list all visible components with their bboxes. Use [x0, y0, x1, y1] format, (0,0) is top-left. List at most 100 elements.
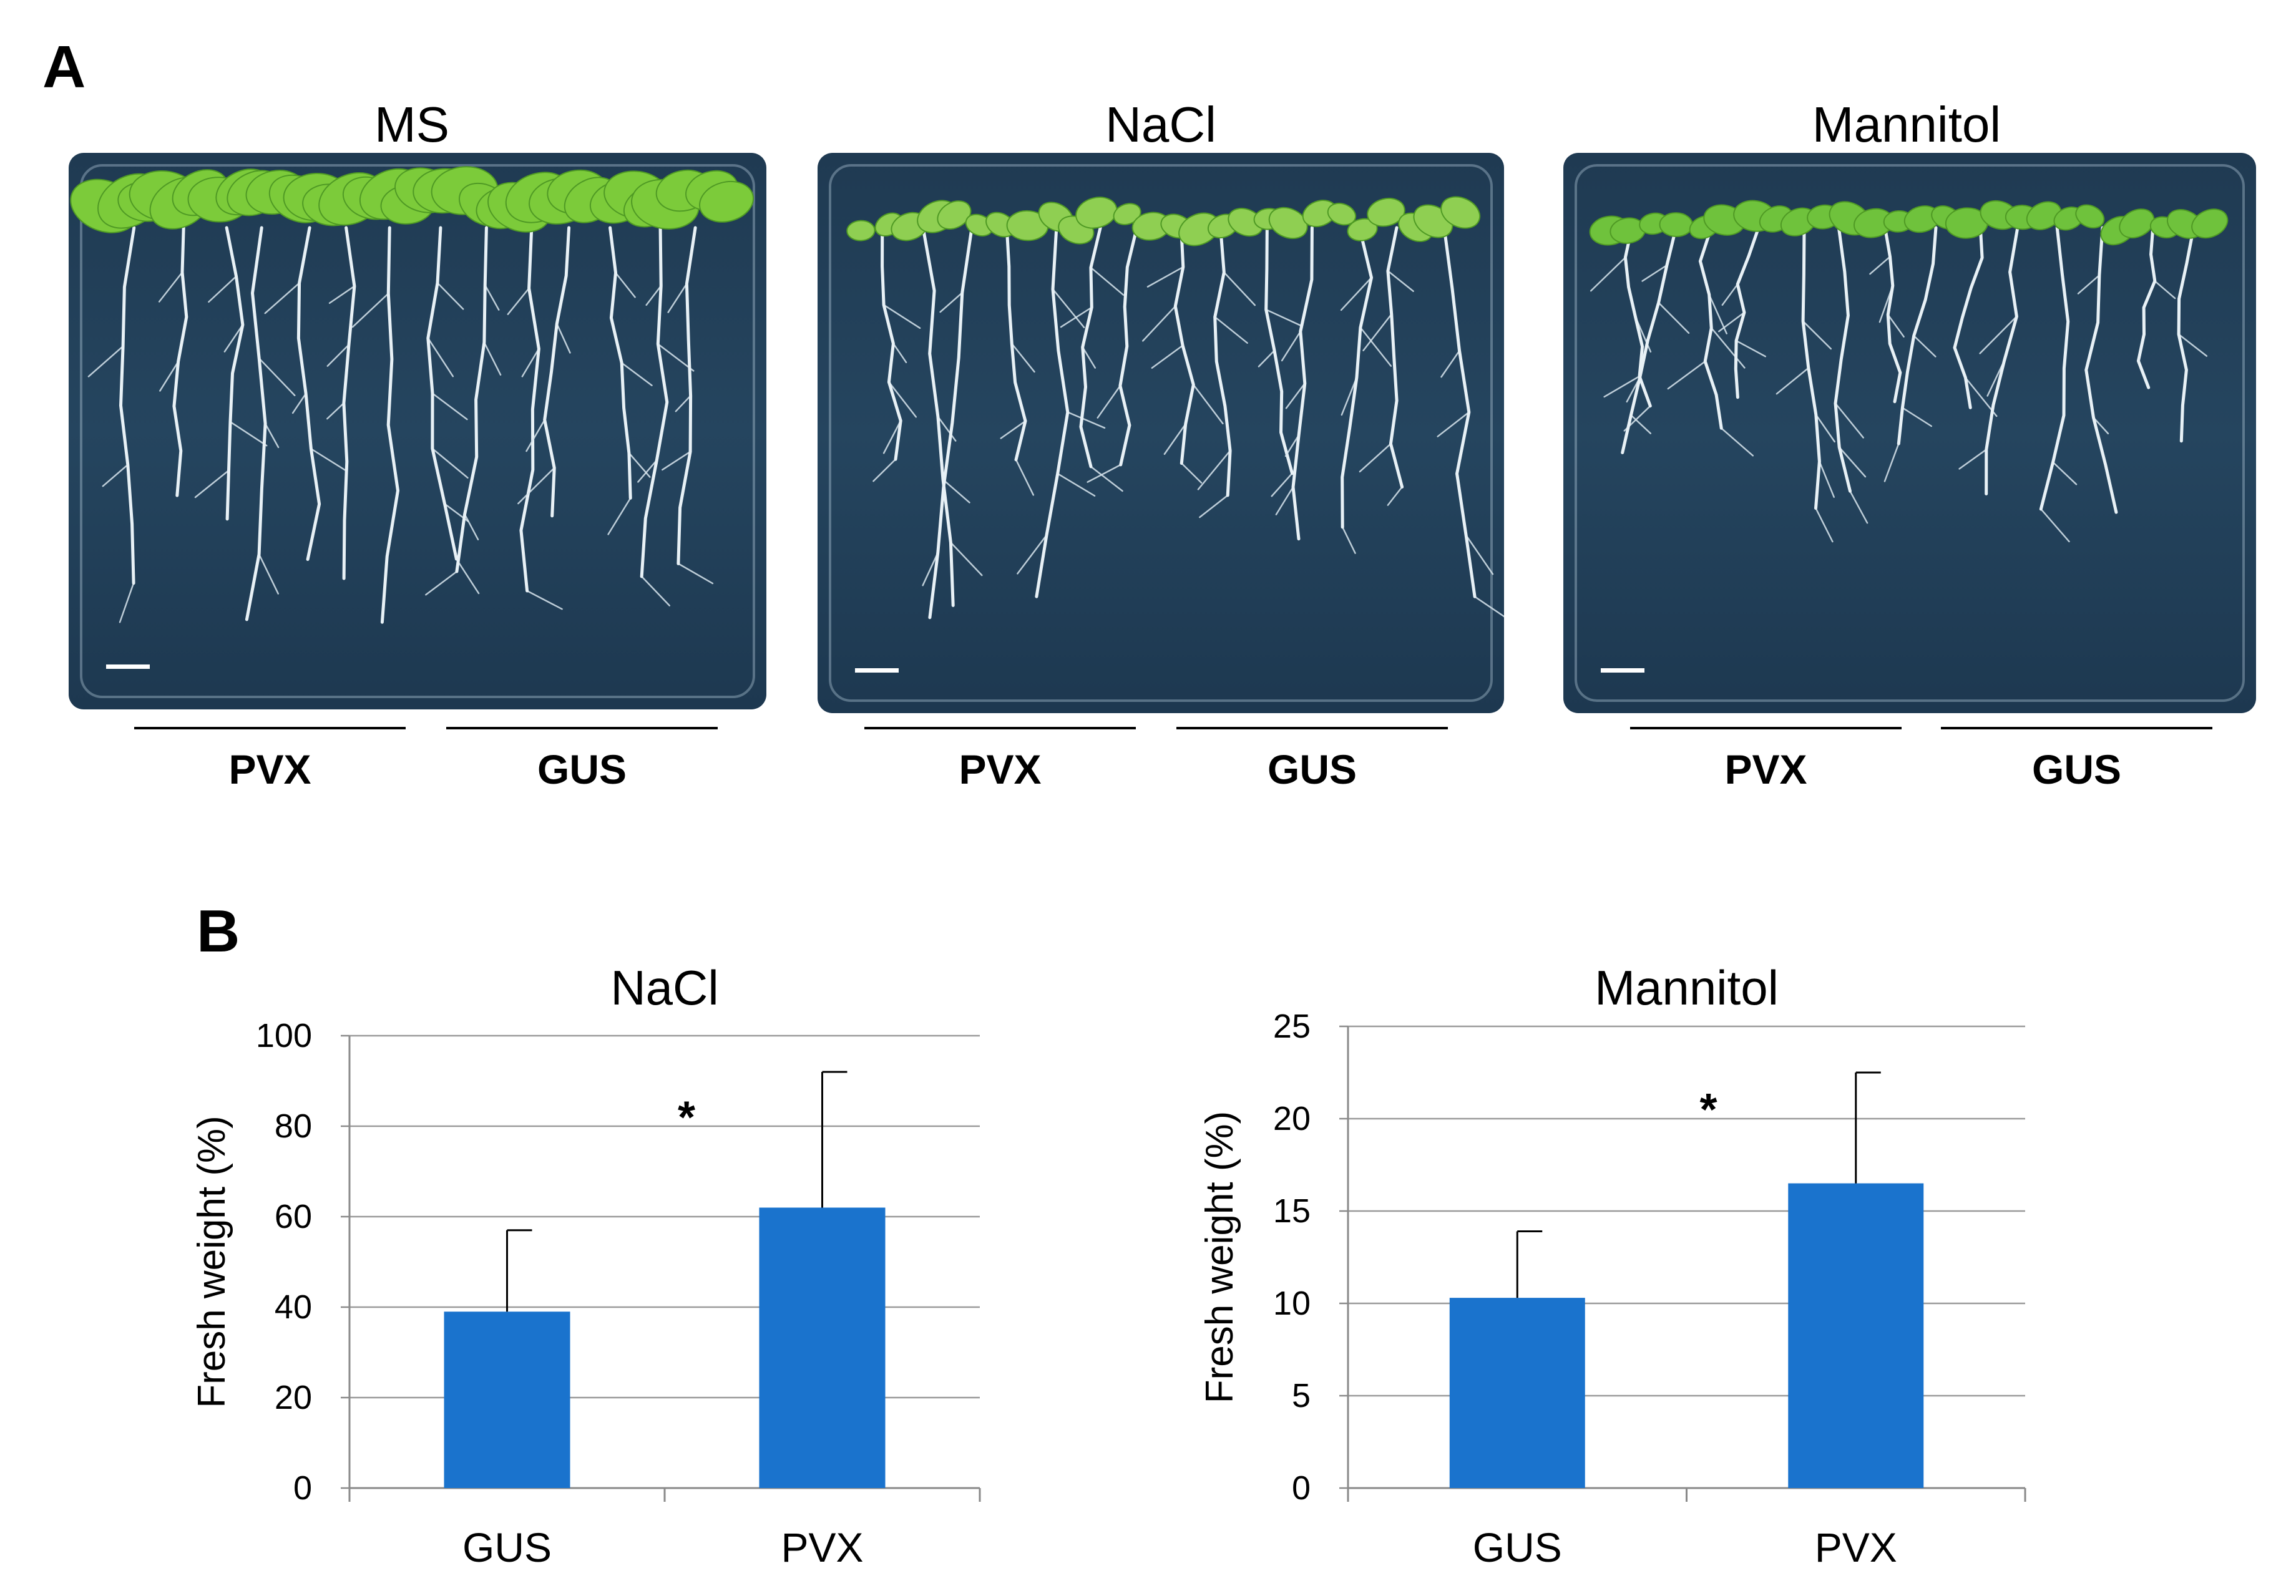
y-tick-label: 0 — [1292, 1469, 1311, 1507]
lateral-root — [1815, 507, 1834, 543]
genotype-label-gus-mannitol: GUS — [2031, 746, 2122, 792]
lateral-root — [119, 582, 135, 623]
lateral-root — [507, 287, 530, 315]
lateral-root — [1958, 449, 1988, 470]
lateral-root — [1718, 311, 1746, 333]
chart-title: Mannitol — [1595, 960, 1779, 1015]
primary-root — [1883, 226, 1902, 404]
x-category-label: PVX — [781, 1524, 863, 1570]
primary-root — [928, 226, 974, 620]
lateral-root — [264, 422, 280, 449]
primary-root — [608, 226, 632, 500]
lateral-root — [326, 402, 345, 420]
primary-root — [1442, 226, 1477, 598]
lateral-root — [1197, 450, 1231, 490]
genotype-label-pvx-nacl: PVX — [959, 746, 1042, 792]
lateral-root — [1146, 266, 1185, 288]
primary-root — [1264, 226, 1294, 475]
primary-root — [881, 226, 902, 461]
primary-root — [2084, 226, 2118, 514]
lateral-root — [1199, 494, 1229, 518]
genotype-label-pvx-mannitol: PVX — [1724, 746, 1807, 792]
lateral-root — [662, 450, 691, 471]
plate-title-mannitol: Mannitol — [1812, 97, 2001, 152]
primary-root — [677, 226, 697, 565]
lateral-root — [1465, 534, 1494, 575]
genotype-line-gus-ms — [446, 727, 718, 729]
panel-b-letter: B — [197, 898, 240, 965]
lateral-root — [351, 293, 389, 328]
lateral-root — [425, 570, 458, 596]
lateral-root — [882, 420, 902, 454]
primary-root — [1621, 226, 1678, 454]
y-tick-label: 40 — [275, 1288, 312, 1326]
lateral-root — [1667, 360, 1706, 390]
lateral-root — [1387, 270, 1414, 292]
leaf — [1347, 218, 1378, 241]
plate-title-nacl: NaCl — [1105, 97, 1216, 152]
lateral-root — [637, 459, 658, 483]
primary-root — [455, 226, 488, 573]
lateral-root — [1281, 330, 1302, 362]
lateral-root — [1271, 472, 1293, 497]
lateral-root — [615, 271, 636, 298]
leaf — [699, 180, 754, 223]
leaf — [2075, 204, 2105, 229]
lateral-root — [1883, 442, 1900, 482]
lateral-root — [258, 358, 296, 396]
lateral-root — [2093, 416, 2109, 435]
lateral-root — [1285, 382, 1306, 409]
lateral-root — [1979, 315, 2018, 354]
chart-0: 0 20 40 60 80 100 GUS PVX * NaCl Fresh weight (%) — [190, 960, 981, 1570]
lateral-root — [1913, 334, 1937, 358]
lateral-root — [942, 479, 970, 504]
lateral-root — [1011, 343, 1035, 373]
scale-bar — [1601, 668, 1644, 673]
seedlings-mannitol — [1589, 200, 2229, 673]
leaf — [2026, 201, 2062, 230]
lateral-root — [1802, 320, 1832, 350]
primary-root — [1801, 226, 1821, 510]
primary-root — [1005, 226, 1027, 462]
lateral-root — [1887, 314, 1905, 338]
primary-root — [1386, 226, 1404, 489]
lateral-root — [87, 345, 124, 377]
lateral-root — [675, 394, 691, 412]
leaf — [1367, 197, 1405, 227]
lateral-root — [2052, 461, 2078, 485]
chart-title: NaCl — [610, 960, 718, 1015]
scale-bar — [855, 668, 899, 673]
lateral-root — [102, 464, 129, 487]
lateral-root — [1052, 288, 1085, 329]
chart-1: 0 5 10 15 20 25 GUS PVX * Mannitol Fresh weight (%… — [1198, 960, 2026, 1570]
lateral-root — [1163, 423, 1186, 455]
scale-bar — [106, 664, 150, 669]
lateral-root — [1641, 264, 1668, 282]
bar-pvx — [1788, 1183, 1924, 1488]
primary-root — [225, 226, 245, 521]
y-tick-label: 0 — [293, 1469, 312, 1507]
lateral-root — [194, 469, 230, 499]
bar-gus — [444, 1311, 570, 1488]
lateral-root — [517, 467, 555, 505]
primary-root — [380, 226, 399, 624]
lateral-root — [1087, 464, 1121, 483]
genotype-line-gus-nacl — [1176, 727, 1448, 729]
lateral-root — [1090, 266, 1125, 296]
lateral-root — [1340, 276, 1372, 311]
genotype-line-pvx-mannitol — [1630, 727, 1902, 729]
primary-root — [296, 226, 321, 561]
lateral-root — [1630, 414, 1652, 434]
lateral-root — [645, 285, 662, 306]
lateral-root — [1815, 414, 1835, 443]
leaf — [2191, 208, 2229, 239]
lateral-root — [158, 271, 183, 303]
primary-root — [2136, 226, 2157, 389]
leaf — [1268, 207, 1308, 240]
lateral-root — [1387, 486, 1403, 506]
leaf — [1440, 196, 1481, 229]
primary-root — [1341, 226, 1373, 529]
lateral-root — [1000, 420, 1027, 439]
primary-root — [1173, 226, 1195, 465]
